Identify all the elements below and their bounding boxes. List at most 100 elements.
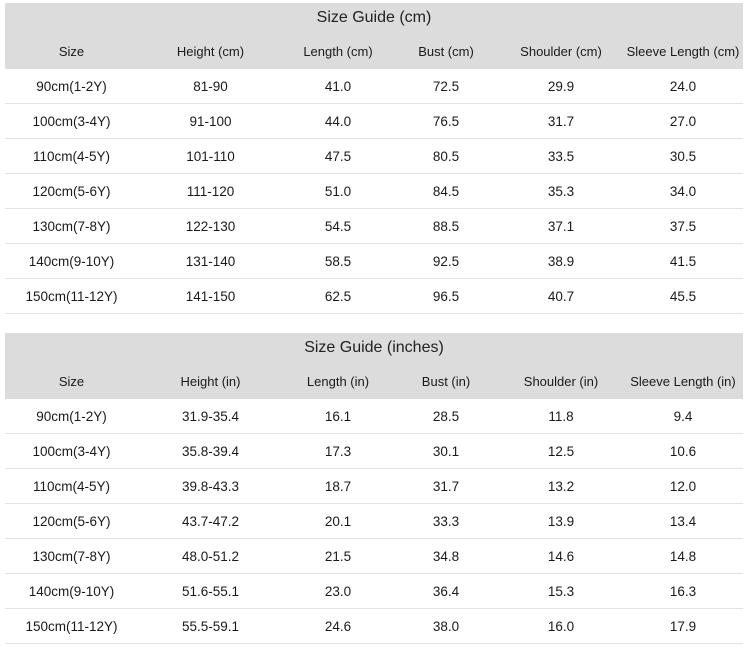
size-guide-inches-table: Size Guide (inches) Size Height (in) Len… <box>5 333 743 644</box>
value-cell: 72.5 <box>432 78 460 94</box>
column-header-bust: Bust (in) <box>421 373 471 389</box>
table-header: Size Guide (inches) Size Height (in) Len… <box>5 333 743 399</box>
value-cell: 23.0 <box>324 583 352 599</box>
column-header-height: Height (cm) <box>176 43 245 59</box>
size-cell: 120cm(5-6Y) <box>32 513 111 529</box>
value-cell: 43.7-47.2 <box>181 513 240 529</box>
column-header-row: Size Height (in) Length (in) Bust (in) S… <box>5 363 743 399</box>
value-cell: 41.5 <box>669 253 697 269</box>
value-cell: 14.6 <box>547 548 575 564</box>
value-cell: 28.5 <box>432 408 460 424</box>
value-cell: 12.5 <box>547 443 575 459</box>
table-row: 130cm(7-8Y) 122-130 54.5 88.5 37.1 37.5 <box>5 209 743 244</box>
value-cell: 15.3 <box>547 583 575 599</box>
value-cell: 34.8 <box>432 548 460 564</box>
size-guide-cm-table: Size Guide (cm) Size Height (cm) Length … <box>5 3 743 314</box>
value-cell: 131-140 <box>185 253 236 269</box>
value-cell: 101-110 <box>186 148 235 164</box>
size-cell: 120cm(5-6Y) <box>32 183 111 199</box>
value-cell: 88.5 <box>432 218 460 234</box>
value-cell: 29.9 <box>547 78 575 94</box>
value-cell: 55.5-59.1 <box>181 618 240 634</box>
size-cell: 100cm(3-4Y) <box>32 113 111 129</box>
size-cell: 90cm(1-2Y) <box>36 408 107 424</box>
column-header-size: Size <box>58 373 85 389</box>
value-cell: 80.5 <box>432 148 460 164</box>
table-header: Size Guide (cm) Size Height (cm) Length … <box>5 3 743 69</box>
column-header-bust: Bust (cm) <box>418 43 474 59</box>
value-cell: 10.6 <box>669 443 697 459</box>
value-cell: 30.5 <box>669 148 697 164</box>
table-body: 90cm(1-2Y) 81-90 41.0 72.5 29.9 24.0 100cm(3-4… <box>5 69 743 314</box>
value-cell: 31.7 <box>547 113 575 129</box>
value-cell: 37.5 <box>669 218 697 234</box>
value-cell: 35.3 <box>547 183 575 199</box>
table-row: 110cm(4-5Y) 101-110 47.5 80.5 33.5 30.5 <box>5 139 743 174</box>
size-cell: 90cm(1-2Y) <box>36 78 107 94</box>
size-cell: 150cm(11-12Y) <box>25 288 118 304</box>
size-cell: 110cm(4-5Y) <box>32 478 111 494</box>
table-row: 90cm(1-2Y) 31.9-35.4 16.1 28.5 11.8 9.4 <box>5 399 743 434</box>
table-row: 90cm(1-2Y) 81-90 41.0 72.5 29.9 24.0 <box>5 69 743 104</box>
table-row: 130cm(7-8Y) 48.0-51.2 21.5 34.8 14.6 14.8 <box>5 539 743 574</box>
value-cell: 17.3 <box>324 443 352 459</box>
value-cell: 31.7 <box>432 478 460 494</box>
value-cell: 47.5 <box>324 148 352 164</box>
value-cell: 20.1 <box>324 513 352 529</box>
value-cell: 33.3 <box>432 513 460 529</box>
table-title: Size Guide (cm) <box>316 9 432 26</box>
table-row: 100cm(3-4Y) 35.8-39.4 17.3 30.1 12.5 10.6 <box>5 434 743 469</box>
column-header-sleeve-length: Sleeve Length (cm) <box>626 43 740 59</box>
table-row: 110cm(4-5Y) 39.8-43.3 18.7 31.7 13.2 12.0 <box>5 469 743 504</box>
size-cell: 110cm(4-5Y) <box>32 148 111 164</box>
value-cell: 18.7 <box>324 478 352 494</box>
column-header-height: Height (in) <box>180 373 241 389</box>
value-cell: 51.6-55.1 <box>181 583 240 599</box>
value-cell: 38.9 <box>547 253 575 269</box>
value-cell: 96.5 <box>432 288 460 304</box>
value-cell: 37.1 <box>547 218 575 234</box>
column-header-shoulder: Shoulder (cm) <box>520 43 602 59</box>
value-cell: 35.8-39.4 <box>181 443 240 459</box>
value-cell: 76.5 <box>432 113 460 129</box>
size-cell: 100cm(3-4Y) <box>32 443 111 459</box>
value-cell: 41.0 <box>324 78 352 94</box>
value-cell: 13.9 <box>547 513 575 529</box>
value-cell: 9.4 <box>673 408 693 424</box>
value-cell: 51.0 <box>324 183 352 199</box>
size-cell: 150cm(11-12Y) <box>25 618 118 634</box>
table-row: 150cm(11-12Y) 55.5-59.1 24.6 38.0 16.0 17.9 <box>5 609 743 644</box>
table-body: 90cm(1-2Y) 31.9-35.4 16.1 28.5 11.8 9.4 100cm(… <box>5 399 743 644</box>
column-header-length: Length (in) <box>306 373 370 389</box>
size-cell: 140cm(9-10Y) <box>28 253 115 269</box>
value-cell: 45.5 <box>669 288 697 304</box>
size-cell: 140cm(9-10Y) <box>28 583 115 599</box>
value-cell: 34.0 <box>669 183 697 199</box>
value-cell: 54.5 <box>324 218 352 234</box>
value-cell: 24.0 <box>669 78 697 94</box>
size-cell: 130cm(7-8Y) <box>32 548 111 564</box>
table-row: 120cm(5-6Y) 111-120 51.0 84.5 35.3 34.0 <box>5 174 743 209</box>
value-cell: 12.0 <box>669 478 697 494</box>
value-cell: 16.1 <box>324 408 352 424</box>
column-header-size: Size <box>58 43 85 59</box>
column-header-sleeve-length: Sleeve Length (in) <box>630 373 736 389</box>
table-row: 100cm(3-4Y) 91-100 44.0 76.5 31.7 27.0 <box>5 104 743 139</box>
value-cell: 111-120 <box>186 183 235 199</box>
value-cell: 44.0 <box>324 113 352 129</box>
value-cell: 16.0 <box>547 618 575 634</box>
value-cell: 91-100 <box>189 113 232 129</box>
value-cell: 40.7 <box>547 288 575 304</box>
value-cell: 92.5 <box>432 253 460 269</box>
value-cell: 39.8-43.3 <box>181 478 240 494</box>
value-cell: 33.5 <box>547 148 575 164</box>
column-header-length: Length (cm) <box>303 43 373 59</box>
table-title: Size Guide (inches) <box>304 339 444 356</box>
value-cell: 13.4 <box>669 513 697 529</box>
value-cell: 122-130 <box>185 218 236 234</box>
value-cell: 30.1 <box>432 443 460 459</box>
value-cell: 62.5 <box>324 288 352 304</box>
value-cell: 58.5 <box>324 253 352 269</box>
value-cell: 11.8 <box>548 408 574 424</box>
table-row: 150cm(11-12Y) 141-150 62.5 96.5 40.7 45.5 <box>5 279 743 314</box>
